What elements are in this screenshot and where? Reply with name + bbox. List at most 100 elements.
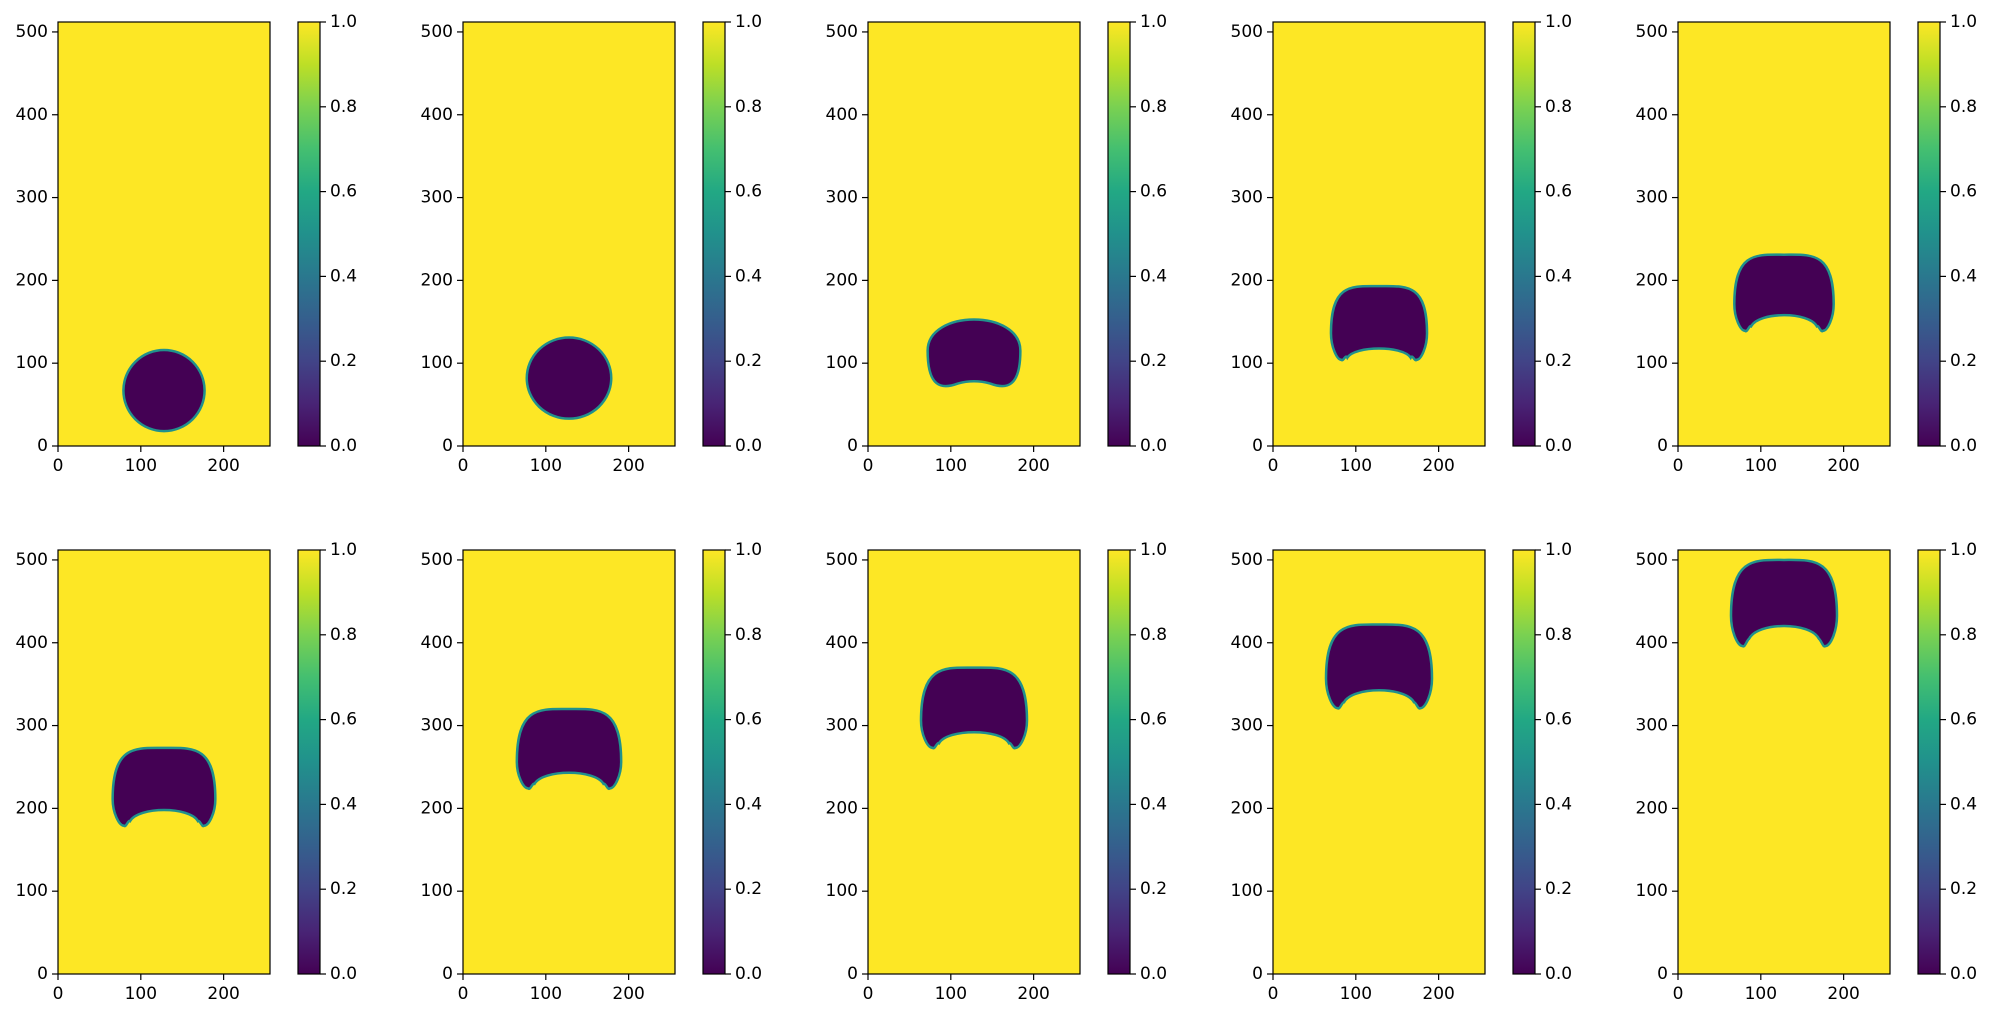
- frame-1: 0 100 200 0 100 200 300 400 500 0.0 0.2 0.4 0.6 0.8 1.…: [16, 12, 358, 476]
- colorbar-tick-label: 0.0: [1950, 964, 1977, 984]
- frame-10: 0 100 200 0 100 200 300 400 500 0.0 0.2 0.4 0.6 0.8 1.…: [1636, 540, 1978, 1004]
- colorbar-tick-label: 1.0: [1140, 540, 1167, 560]
- y-tick-label: 0: [442, 964, 453, 984]
- y-tick-label: 400: [421, 105, 453, 125]
- x-tick-label: 100: [1340, 456, 1372, 476]
- y-tick-label: 300: [1636, 188, 1668, 208]
- x-tick-label: 100: [125, 456, 157, 476]
- y-tick-label: 100: [421, 881, 453, 901]
- colorbar: [1512, 549, 1536, 975]
- y-tick-label: 300: [16, 188, 48, 208]
- colorbar-tick-label: 0.6: [735, 182, 762, 202]
- y-tick-label: 0: [847, 964, 858, 984]
- y-tick-label: 200: [16, 270, 48, 290]
- colorbar-tick-label: 1.0: [1140, 12, 1167, 32]
- colorbar-tick-label: 0.0: [1545, 436, 1572, 456]
- y-tick-label: 500: [826, 22, 858, 42]
- axes-frame: [462, 549, 676, 975]
- axes-frame: [867, 21, 1081, 447]
- colorbar-tick-label: 0.6: [330, 182, 357, 202]
- x-tick-label: 0: [53, 984, 64, 1004]
- colorbar-tick-label: 0.2: [1950, 879, 1977, 899]
- y-tick-label: 100: [1231, 353, 1263, 373]
- frame-6: 0 100 200 0 100 200 300 400 500 0.0 0.2 0.4 0.6 0.8 1.…: [16, 540, 358, 1004]
- frame-5: 0 100 200 0 100 200 300 400 500 0.0 0.2 0.4 0.6 0.8 1.…: [1636, 12, 1978, 476]
- colorbar-tick-label: 0.4: [1140, 266, 1167, 286]
- colorbar-tick-label: 0.6: [735, 710, 762, 730]
- y-tick-label: 300: [1636, 716, 1668, 736]
- colorbar: [1107, 21, 1131, 447]
- y-tick-label: 500: [16, 550, 48, 570]
- x-tick-label: 200: [207, 456, 239, 476]
- y-tick-label: 200: [421, 270, 453, 290]
- y-tick-label: 300: [1231, 188, 1263, 208]
- colorbar-tick-label: 0.8: [1140, 97, 1167, 117]
- colorbar-tick-label: 1.0: [1950, 12, 1977, 32]
- y-tick-label: 400: [826, 633, 858, 653]
- axes-frame: [1272, 21, 1486, 447]
- colorbar-tick-label: 0.0: [1950, 436, 1977, 456]
- x-tick-label: 100: [935, 456, 967, 476]
- bubble: [111, 746, 217, 828]
- colorbar-tick-label: 0.2: [735, 351, 762, 371]
- y-tick-label: 400: [421, 633, 453, 653]
- y-tick-label: 300: [421, 716, 453, 736]
- y-tick-label: 200: [421, 798, 453, 818]
- bubble: [515, 707, 623, 791]
- colorbar-tick-label: 0.8: [735, 97, 762, 117]
- y-tick-label: 400: [826, 105, 858, 125]
- y-tick-label: 300: [421, 188, 453, 208]
- axes-frame: [57, 549, 271, 975]
- x-tick-label: 100: [935, 984, 967, 1004]
- x-tick-label: 100: [1340, 984, 1372, 1004]
- colorbar-tick-label: 0.4: [1950, 266, 1977, 286]
- x-tick-label: 200: [207, 984, 239, 1004]
- colorbar-tick-label: 0.8: [735, 625, 762, 645]
- colorbar-tick-label: 0.2: [330, 351, 357, 371]
- y-tick-label: 500: [16, 22, 48, 42]
- y-tick-label: 500: [1636, 550, 1668, 570]
- colorbar-tick-label: 0.4: [735, 794, 762, 814]
- colorbar-tick-label: 1.0: [735, 12, 762, 32]
- colorbar-tick-label: 0.8: [1545, 625, 1572, 645]
- y-tick-label: 200: [16, 798, 48, 818]
- colorbar: [702, 549, 726, 975]
- field-high-region: [868, 550, 1080, 974]
- colorbar-tick-label: 0.0: [735, 964, 762, 984]
- colorbar-tick-label: 0.8: [330, 97, 357, 117]
- colorbar-tick-label: 0.6: [330, 710, 357, 730]
- colorbar-tick-label: 1.0: [735, 540, 762, 560]
- bubble: [1324, 623, 1434, 710]
- x-tick-label: 0: [1268, 984, 1279, 1004]
- x-tick-label: 200: [1827, 984, 1859, 1004]
- bubble: [919, 666, 1029, 750]
- colorbar: [1512, 21, 1536, 447]
- frame-4: 0 100 200 0 100 200 300 400 500 0.0 0.2 0.4 0.6 0.8 1.…: [1231, 12, 1573, 476]
- frame-7: 0 100 200 0 100 200 300 400 500 0.0 0.2 0.4 0.6 0.8 1.…: [421, 540, 763, 1004]
- colorbar-tick-label: 0.6: [1545, 182, 1572, 202]
- frame-2: 0 100 200 0 100 200 300 400 500 0.0 0.2 0.4 0.6 0.8 1.…: [421, 12, 763, 476]
- field-high-region: [1678, 22, 1890, 446]
- y-tick-label: 500: [421, 550, 453, 570]
- y-tick-label: 0: [37, 436, 48, 456]
- y-tick-label: 500: [1636, 22, 1668, 42]
- y-tick-label: 500: [1231, 22, 1263, 42]
- x-tick-label: 0: [1268, 456, 1279, 476]
- y-tick-label: 400: [1636, 633, 1668, 653]
- y-tick-label: 200: [1636, 270, 1668, 290]
- colorbar-tick-label: 0.6: [1950, 710, 1977, 730]
- y-tick-label: 100: [1231, 881, 1263, 901]
- colorbar-tick-label: 0.4: [1140, 794, 1167, 814]
- bubble: [1329, 284, 1429, 362]
- colorbar-tick-label: 0.8: [1950, 97, 1977, 117]
- colorbar-tick-label: 0.6: [1950, 182, 1977, 202]
- colorbar-tick-label: 0.2: [1950, 351, 1977, 371]
- x-tick-label: 100: [530, 984, 562, 1004]
- colorbar-tick-label: 0.8: [1140, 625, 1167, 645]
- y-tick-label: 100: [1636, 881, 1668, 901]
- y-tick-label: 400: [1636, 105, 1668, 125]
- x-tick-label: 100: [1745, 456, 1777, 476]
- x-tick-label: 0: [53, 456, 64, 476]
- y-tick-label: 400: [1231, 105, 1263, 125]
- y-tick-label: 400: [16, 105, 48, 125]
